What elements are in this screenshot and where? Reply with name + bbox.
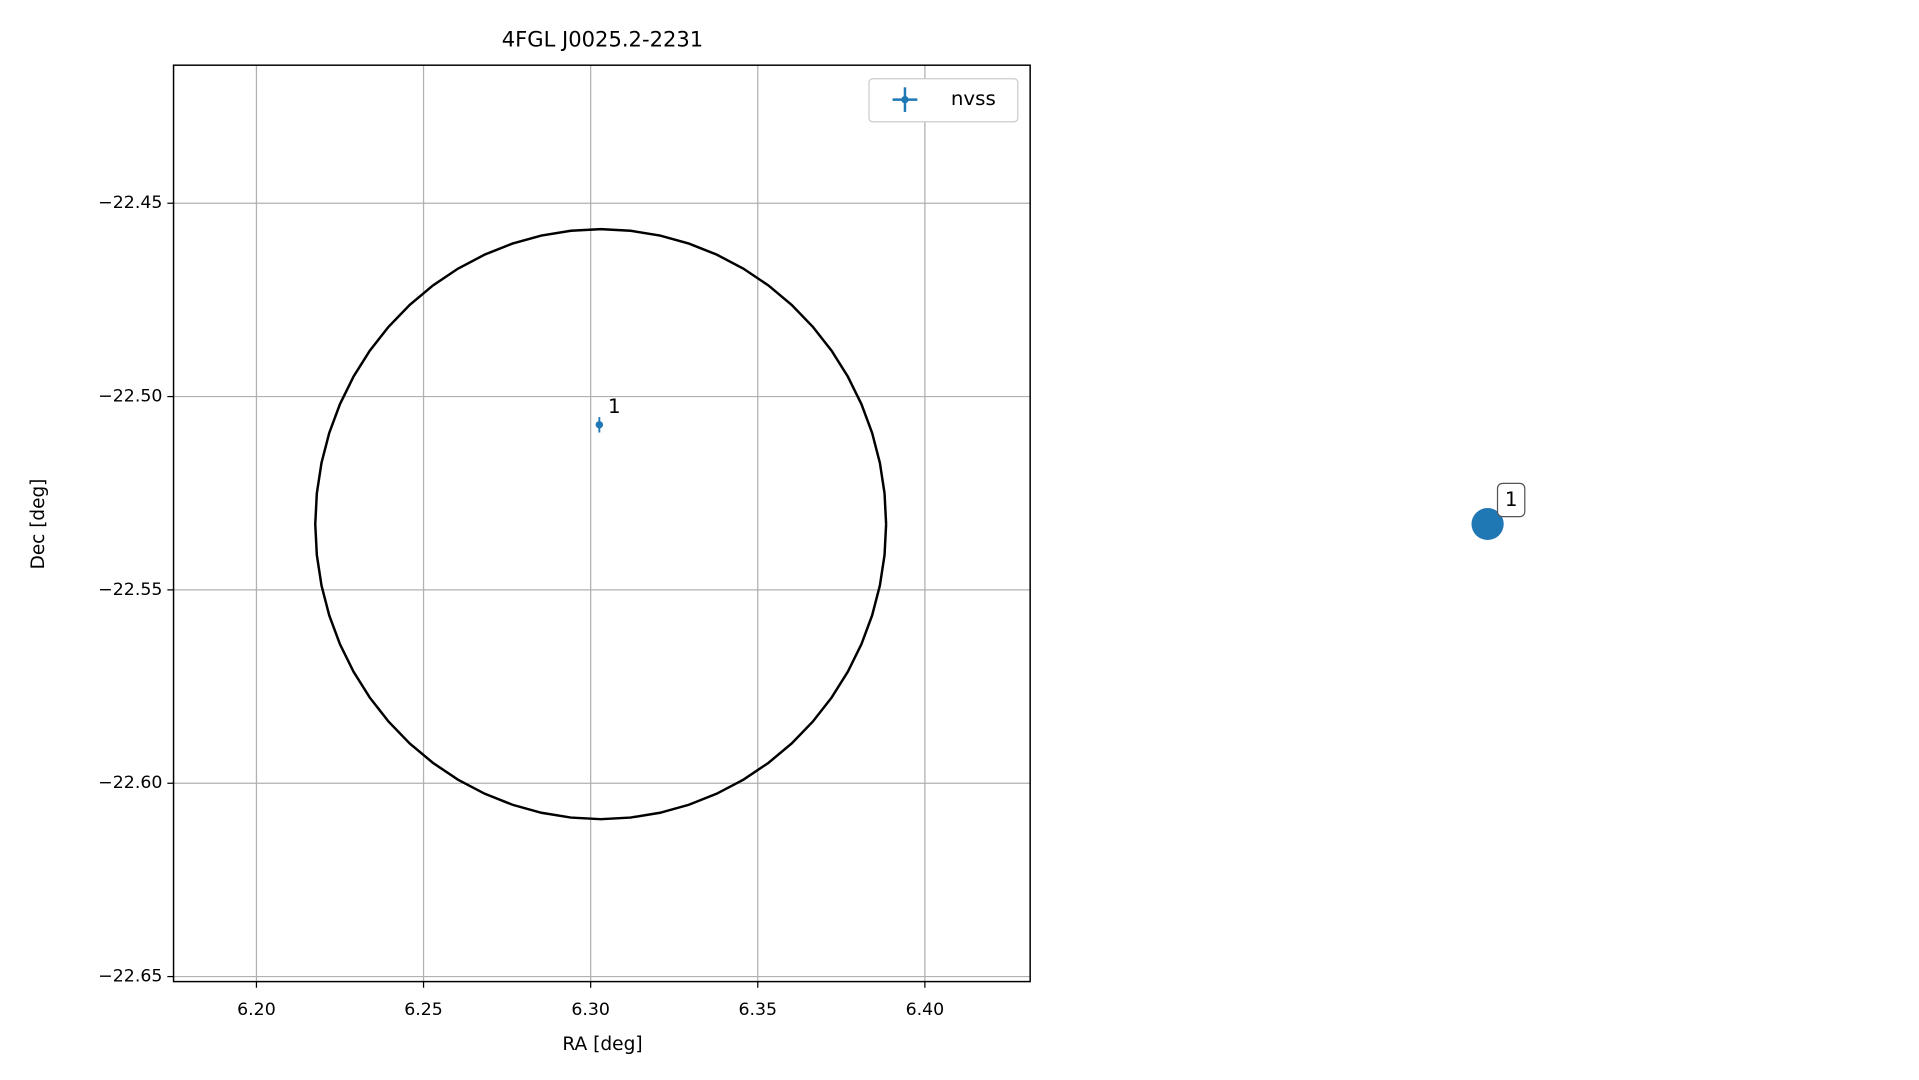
legend-label: nvss	[951, 87, 996, 110]
x-tick-label: 6.40	[906, 1000, 945, 1020]
y-tick-label: −22.55	[98, 580, 162, 600]
y-tick-label: −22.50	[98, 387, 162, 407]
legend-marker	[901, 95, 909, 104]
side-marker-box	[1496, 482, 1526, 518]
side-marker	[1471, 508, 1504, 540]
y-axis-label: Dec [deg]	[28, 479, 49, 570]
chart-title: 4FGL J0025.2-2231	[502, 28, 703, 52]
x-tick-label: 6.30	[571, 1000, 610, 1020]
side-marker-label: 1	[1505, 488, 1518, 511]
plot-frame	[172, 64, 1031, 983]
x-tick-label: 6.20	[237, 1000, 276, 1020]
y-tick-label: −22.65	[98, 967, 162, 987]
error-ellipse	[314, 227, 888, 821]
x-tick-label: 6.25	[404, 1000, 443, 1020]
point	[595, 421, 604, 429]
y-tick-label: −22.60	[98, 773, 162, 793]
x-axis-label: RA [deg]	[562, 1034, 642, 1055]
y-tick-label: −22.45	[98, 193, 162, 213]
point-label: 1	[608, 395, 621, 418]
x-tick-label: 6.35	[738, 1000, 777, 1020]
